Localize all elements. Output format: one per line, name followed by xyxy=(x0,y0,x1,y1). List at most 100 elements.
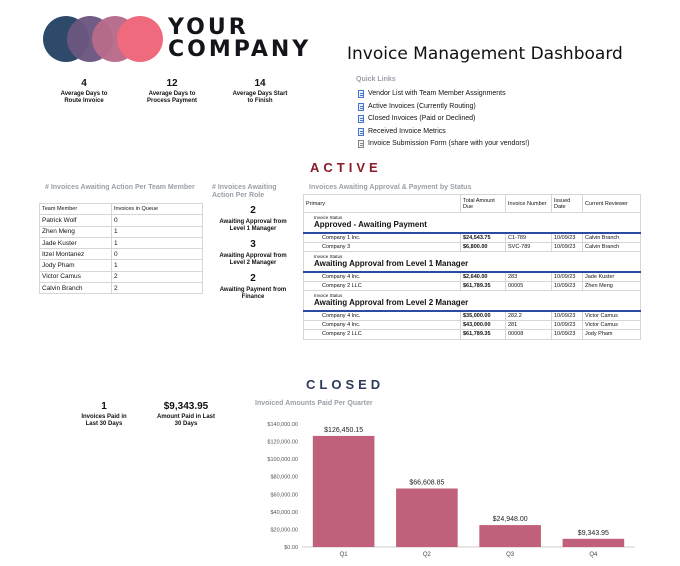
amount-cell: $24,543.75 xyxy=(460,232,506,243)
quick-link-invoice-metrics[interactable]: Received Invoice Metrics xyxy=(358,126,529,139)
status-group-row: Invoice Status Approved - Awaiting Payme… xyxy=(303,212,641,234)
data-label: $9,343.95 xyxy=(578,530,609,537)
status-group-label: Invoice Status xyxy=(314,293,343,299)
document-icon xyxy=(358,127,364,136)
y-tick-label: $120,000.00 xyxy=(267,440,298,446)
stat-amount-paid-30d: $9,343.95 Amount Paid in Last 30 Days xyxy=(146,401,226,428)
invoice-number-cell: 283 xyxy=(505,271,552,282)
invoice-number-cell: 00005 xyxy=(505,280,552,292)
role-section-title: # Invoices Awaiting Action Per Role xyxy=(212,184,277,199)
form-icon xyxy=(358,140,364,149)
data-label: $66,608.85 xyxy=(409,479,444,486)
reviewer-cell: Calvin Branch xyxy=(582,241,641,253)
stat-route-days: 4 Average Days to Route Invoice xyxy=(44,78,124,105)
table-header-row: Primary Total Amount Due Invoice Number I… xyxy=(303,194,641,213)
role-label: Awaiting Approval from xyxy=(219,219,287,225)
issued-date-cell: 10/09/23 xyxy=(551,271,583,282)
status-group-row: Invoice Status Awaiting Approval from Le… xyxy=(303,290,641,313)
queue-count: 2 xyxy=(111,270,203,284)
role-stat-finance: 2 Awaiting Payment from Finance xyxy=(212,273,294,301)
y-tick-label: $0.00 xyxy=(284,545,298,551)
amount-cell: $43,000.00 xyxy=(460,319,506,331)
team-member-name: Calvin Branch xyxy=(39,282,112,295)
issued-date-cell: 10/09/23 xyxy=(551,241,583,253)
stat-value: 12 xyxy=(166,78,178,89)
quick-link-label: Invoice Submission Form (share with your… xyxy=(368,140,530,148)
bar xyxy=(396,488,458,547)
quick-link-active-invoices[interactable]: Active Invoices (Currently Routing) xyxy=(358,101,529,114)
reviewer-cell: Jody Pham xyxy=(582,329,641,340)
company-cell: Company 1 Inc. xyxy=(303,232,461,243)
stat-total-days: 14 Average Days Start to Finish xyxy=(220,78,300,105)
document-icon xyxy=(358,102,364,111)
document-icon xyxy=(358,115,364,124)
issued-date-cell: 10/09/23 xyxy=(551,310,583,322)
issued-date-cell: 10/09/23 xyxy=(551,280,583,292)
amount-cell: $61,789.35 xyxy=(460,329,506,340)
header-text: Due xyxy=(463,203,474,210)
role-count: 3 xyxy=(250,239,256,250)
bar xyxy=(312,435,375,547)
stat-label: 30 Days xyxy=(174,421,198,427)
invoice-number-cell: 281 xyxy=(505,319,552,331)
header-text: Date xyxy=(554,203,566,210)
table-row: Company 4 Inc. $35,000.00 282.2 10/09/23… xyxy=(303,310,641,322)
table-row: Company 4 Inc. $43,000.00 281 10/09/23 V… xyxy=(303,319,641,331)
quick-link-closed-invoices[interactable]: Closed Invoices (Paid or Declined) xyxy=(358,113,529,126)
role-label: Finance xyxy=(241,294,265,300)
team-queue-table: Team Member Invoices in Queue Patrick Wo… xyxy=(39,202,203,295)
table-row: Itzel Montanez 0 xyxy=(39,248,203,261)
amount-cell: $6,800.00 xyxy=(460,241,506,253)
table-row: Company 2 LLC $61,789.35 00008 10/09/23 … xyxy=(303,329,641,340)
column-header-issued: Issued Date xyxy=(551,194,583,213)
stat-label: Last 30 Days xyxy=(85,421,123,427)
y-tick-label: $60,000.00 xyxy=(270,492,298,498)
status-group-name: Awaiting Approval from Level 2 Manager xyxy=(314,298,469,308)
table-row: Zhen Meng 1 xyxy=(39,225,203,238)
status-group-name: Awaiting Approval from Level 1 Manager xyxy=(314,259,469,269)
table-row: Company 2 LLC $61,789.35 00005 10/09/23 … xyxy=(303,280,641,292)
column-header: Invoices in Queue xyxy=(111,202,203,216)
status-group-label: Invoice Status xyxy=(314,254,343,260)
column-header-amount: Total Amount Due xyxy=(460,194,506,213)
company-cell: Company 4 Inc. xyxy=(303,319,461,331)
quarterly-paid-bar-chart: $0.00 $20,000.00 $40,000.00 $60,000.00 $80,0… xyxy=(267,422,635,558)
stat-value: 14 xyxy=(254,78,266,89)
table-row: Jody Pham 1 xyxy=(39,259,203,272)
x-tick-label: Q4 xyxy=(589,552,598,558)
quick-link-vendor-list[interactable]: Vendor List with Team Member Assignments xyxy=(358,88,529,101)
column-header: Team Member xyxy=(39,202,112,216)
page-title: Invoice Management Dashboard xyxy=(347,44,623,64)
quick-link-label: Received Invoice Metrics xyxy=(368,127,446,135)
reviewer-cell: Victor Camus xyxy=(582,310,641,322)
bar xyxy=(562,538,625,547)
amount-cell: $35,000.00 xyxy=(460,310,506,322)
quick-link-submission-form[interactable]: Invoice Submission Form (share with your… xyxy=(358,138,529,151)
chart-title: Invoiced Amounts Paid Per Quarter xyxy=(255,400,373,407)
company-cell: Company 2 LLC xyxy=(303,280,461,292)
queue-count: 0 xyxy=(111,214,203,227)
role-label: Awaiting Payment from xyxy=(219,287,287,293)
role-stat-level2: 3 Awaiting Approval from Level 2 Manager xyxy=(212,239,294,267)
stat-label: Average Days to xyxy=(60,91,108,97)
data-label: $24,948.00 xyxy=(493,516,528,523)
column-header-number: Invoice Number xyxy=(505,194,552,213)
table-row: Patrick Wolf 0 xyxy=(39,214,203,227)
team-member-name: Zhen Meng xyxy=(39,225,112,238)
stat-label: Average Days Start xyxy=(232,91,288,97)
closed-section-heading: CLOSED xyxy=(306,377,385,392)
y-tick-label: $140,000.00 xyxy=(267,422,298,428)
quick-links-list: Vendor List with Team Member Assignments… xyxy=(358,88,529,151)
table-row: Company 3 $6,800.00 SVC-789 10/09/23 Cal… xyxy=(303,241,641,253)
stat-label: Amount Paid in Last xyxy=(156,414,215,420)
stat-invoices-paid-30d: 1 Invoices Paid in Last 30 Days xyxy=(64,401,144,428)
role-count: 2 xyxy=(250,273,256,284)
company-cell: Company 4 Inc. xyxy=(303,310,461,322)
reviewer-cell: Jade Kuster xyxy=(582,271,641,282)
stat-label: Invoices Paid in xyxy=(81,414,127,420)
queue-count: 1 xyxy=(111,259,203,272)
status-group-label: Invoice Status xyxy=(314,215,343,220)
role-label: Level 1 Manager xyxy=(229,226,277,232)
quick-links-title: Quick Links xyxy=(356,76,396,83)
stat-payment-days: 12 Average Days to Process Payment xyxy=(132,78,212,105)
